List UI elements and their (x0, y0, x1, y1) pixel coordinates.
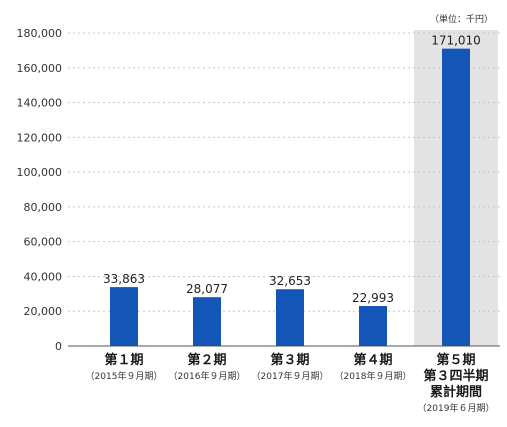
y-axis: 0 20,000 40,000 60,000 80,000 100,000 120,000 1… (17, 27, 500, 353)
data-label: 32,653 (269, 274, 311, 288)
y-tick-label: 140,000 (17, 97, 63, 110)
x-tick-sublabel: （2015年９月期） (86, 370, 163, 382)
x-tick-label: 第５期 (436, 352, 475, 368)
y-tick-label: 80,000 (24, 201, 63, 214)
x-tick-sublabel: （2017年９月期） (252, 370, 329, 382)
unit-label: （単位：千円） (430, 13, 493, 25)
x-tick-label: 第２期 (187, 352, 226, 368)
y-tick-label: 180,000 (17, 27, 63, 40)
x-tick-label: 累計期間 (430, 384, 482, 400)
y-tick-label: 40,000 (24, 270, 63, 283)
bar (193, 297, 221, 346)
bar (442, 48, 470, 347)
gridlines (68, 32, 500, 312)
value-labels: 33,863 28,077 32,653 22,993 171,010 (103, 34, 481, 305)
x-tick-label: 第３期 (270, 352, 309, 368)
y-tick-label: 20,000 (24, 305, 63, 318)
x-tick-sublabel: （2016年９月期） (169, 370, 246, 382)
x-tick-label: 第４期 (353, 352, 392, 368)
y-tick-label: 160,000 (17, 62, 63, 75)
data-label: 171,010 (431, 34, 481, 48)
data-label: 28,077 (186, 282, 228, 296)
x-tick-label: 第１期 (104, 352, 143, 368)
bar (110, 287, 138, 346)
y-tick-label: 60,000 (24, 236, 63, 249)
x-tick-sublabel: （2018年９月期） (335, 370, 412, 382)
data-label: 22,993 (352, 291, 394, 305)
y-tick-label: 0 (55, 340, 62, 353)
y-tick-label: 120,000 (17, 131, 63, 144)
x-tick-sublabel: （2019年６月期） (418, 402, 495, 414)
y-tick-label: 100,000 (17, 166, 63, 179)
x-tick-label: 第３四半期 (423, 368, 488, 384)
data-label: 33,863 (103, 272, 145, 286)
x-axis: 第１期 （2015年９月期） 第２期 （2016年９月期） 第３期 （2017年９月期） 第… (86, 352, 495, 414)
bar (276, 289, 304, 346)
bar (359, 306, 387, 346)
bars (110, 48, 470, 347)
